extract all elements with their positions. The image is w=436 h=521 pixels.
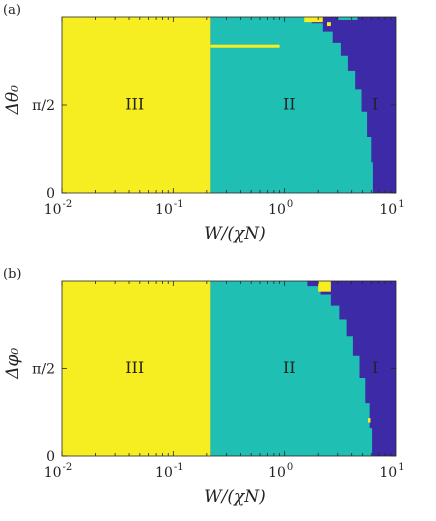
anomaly-blob-1 <box>367 418 371 423</box>
x-axis-label: W/(χN) <box>204 224 266 244</box>
x-tick-label: 101 <box>379 199 404 218</box>
x-tick-label: 10-2 <box>44 462 73 481</box>
panel-label: (a) <box>3 3 21 18</box>
region-label-III: III <box>125 94 144 113</box>
region-III <box>62 17 211 193</box>
x-tick-label: 100 <box>268 462 293 481</box>
region-II <box>210 281 373 456</box>
y-tick-label: π/2 <box>32 361 55 377</box>
anomaly-blob-1 <box>304 17 323 23</box>
x-tick-label: 10-1 <box>155 462 184 481</box>
region-label-III: III <box>125 358 144 377</box>
x-axis-label: W/(χN) <box>204 487 266 507</box>
x-tick-label: 101 <box>379 462 404 481</box>
x-tick-label: 100 <box>268 199 293 218</box>
anomaly-blob-2 <box>337 17 358 20</box>
region-III <box>62 281 211 456</box>
y-axis-label: Δθ₀ <box>3 85 23 116</box>
anomaly-blob-3 <box>326 22 331 27</box>
x-tick-label: 10-2 <box>44 199 73 218</box>
x-tick-label: 10-1 <box>155 199 184 218</box>
anomaly-blob-0 <box>318 281 331 292</box>
region-label-II: II <box>283 358 296 377</box>
y-tick-label: 0 <box>46 186 55 202</box>
region-label-I: I <box>372 358 378 377</box>
y-axis-label: Δφ₀ <box>3 348 23 380</box>
plot-area <box>62 17 396 193</box>
region-label-I: I <box>372 94 378 113</box>
anomaly-line-0 <box>210 44 280 48</box>
region-II <box>210 17 373 193</box>
region-label-II: II <box>283 94 296 113</box>
panel-label: (b) <box>3 267 21 282</box>
y-tick-label: 0 <box>46 449 55 465</box>
y-tick-label: π/2 <box>32 98 55 114</box>
plot-area <box>62 281 396 456</box>
